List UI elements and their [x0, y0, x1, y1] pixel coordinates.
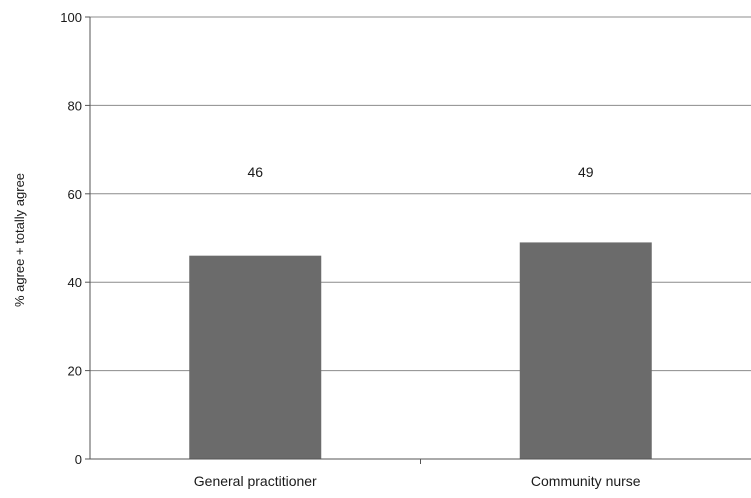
y-tick-label: 0 — [75, 452, 82, 467]
y-tick-label: 60 — [68, 187, 82, 202]
gridlines — [90, 16, 751, 372]
y-tick-label: 80 — [68, 98, 82, 113]
y-tick-label: 40 — [68, 275, 82, 290]
x-tick-labels: General practitioner Community nurse — [194, 473, 641, 489]
y-axis-title: % agree + totally agree — [12, 173, 27, 307]
y-tick-label: 20 — [68, 364, 82, 379]
bar-general-practitioner — [189, 255, 322, 459]
x-tick-label: General practitioner — [194, 473, 317, 489]
data-labels: 46 49 — [247, 164, 593, 180]
axes — [85, 16, 751, 464]
y-tick-labels: 0 20 40 60 80 100 — [60, 10, 82, 467]
y-tick-label: 100 — [60, 10, 82, 25]
data-label: 49 — [578, 164, 594, 180]
bars — [189, 242, 652, 459]
x-tick-label: Community nurse — [531, 473, 641, 489]
bar-community-nurse — [519, 242, 652, 459]
data-label: 46 — [247, 164, 263, 180]
